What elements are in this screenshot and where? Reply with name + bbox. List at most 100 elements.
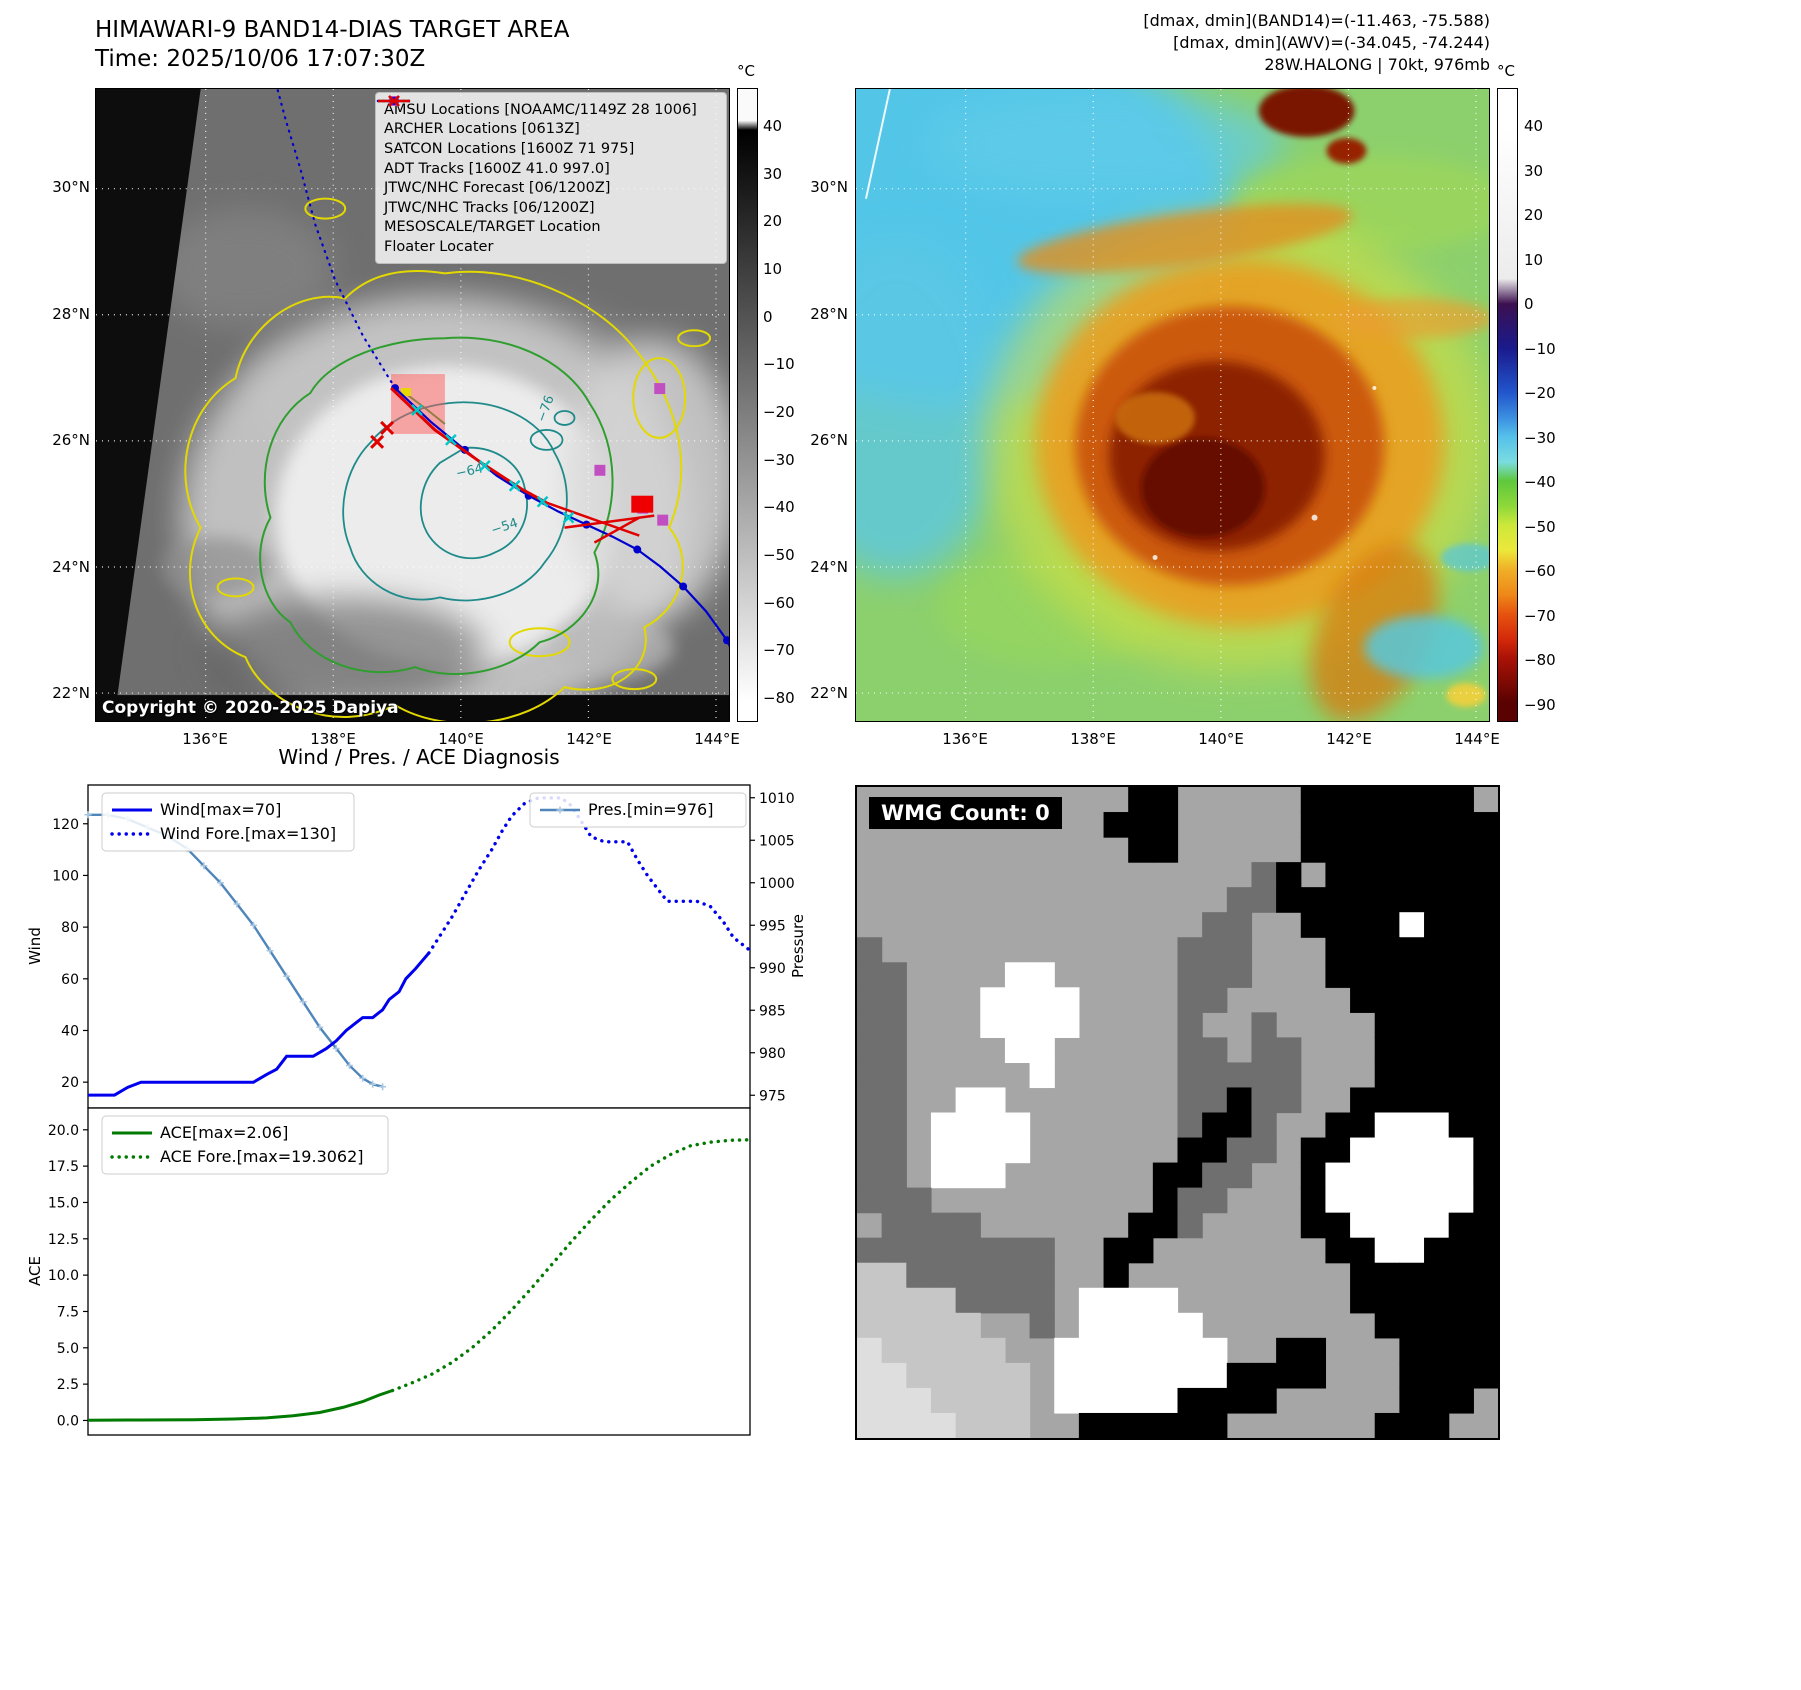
lat-tick-label: 26°N bbox=[810, 431, 848, 449]
ace-tick-label: 17.5 bbox=[48, 1159, 79, 1175]
band14-colorbar-tick: −80 bbox=[763, 689, 795, 708]
band14-colorbar-unit: °C bbox=[737, 62, 755, 80]
band14-colorbar-tick: −60 bbox=[763, 593, 795, 612]
band14-title: HIMAWARI-9 BAND14-DIAS TARGET AREA bbox=[95, 17, 570, 43]
graticule bbox=[856, 89, 1489, 721]
satcon-x-markers bbox=[411, 404, 575, 524]
legend-item: Floater Locater bbox=[378, 99, 718, 257]
lon-tick-label: 140°E bbox=[1198, 730, 1244, 748]
contour-label-64: −64 bbox=[455, 461, 485, 481]
awv-colorbar-tick: −80 bbox=[1524, 651, 1556, 670]
yellow-contours bbox=[184, 197, 712, 721]
band14-colorbar-tick: −50 bbox=[763, 546, 795, 565]
chart-legend-label: Wind[max=70] bbox=[160, 800, 281, 819]
wind-tick-label: 80 bbox=[61, 920, 79, 936]
awv-colorbar-tick: −60 bbox=[1524, 562, 1556, 581]
legend-item-label: Floater Locater bbox=[384, 238, 494, 255]
band14-colorbar bbox=[737, 88, 758, 722]
map-legend: AMSU Locations [NOAAMC/1149Z 28 1006] ARC… bbox=[375, 92, 727, 264]
ace-axis-label: ACE bbox=[26, 1256, 44, 1286]
pressure-axis-label: Pressure bbox=[789, 914, 807, 978]
lat-tick-label: 30°N bbox=[52, 178, 90, 196]
band14-colorbar-tick: −70 bbox=[763, 641, 795, 660]
lat-tick-label: 24°N bbox=[810, 557, 848, 576]
legend-item-label: MESOSCALE/TARGET Location bbox=[384, 219, 601, 236]
lat-tick-label: 24°N bbox=[52, 557, 90, 576]
legend-item-label: ARCHER Locations [0613Z] bbox=[384, 121, 580, 138]
awv-header-line2: [dmax, dmin](AWV)=(-34.045, -74.244) bbox=[1173, 33, 1490, 52]
cloud-specks bbox=[1152, 386, 1377, 561]
lon-tick-label: 136°E bbox=[182, 730, 228, 748]
ace-observed-series bbox=[87, 1389, 393, 1422]
awv-colorbar-tick: −90 bbox=[1524, 696, 1556, 715]
lat-tick-label: 28°N bbox=[810, 304, 848, 323]
band14-colorbar-tick: 20 bbox=[763, 212, 783, 231]
band14-title-block: HIMAWARI-9 BAND14-DIAS TARGET AREA Time:… bbox=[95, 16, 569, 74]
lon-tick-label: 142°E bbox=[566, 730, 612, 748]
awv-header-line3: 28W.HALONG | 70kt, 976mb bbox=[1264, 55, 1490, 74]
wind-axis-label: Wind bbox=[26, 927, 44, 965]
ace-tick-label: 12.5 bbox=[48, 1232, 79, 1248]
lon-tick-label: 138°E bbox=[310, 730, 356, 748]
lat-tick-label: 22°N bbox=[810, 684, 848, 702]
band14-colorbar-tick: −20 bbox=[763, 403, 795, 422]
pressure-tick-label: 980 bbox=[759, 1046, 786, 1062]
awv-colorbar-tick: 40 bbox=[1524, 117, 1544, 135]
ace-tick-label: 5.0 bbox=[57, 1341, 79, 1357]
graticule bbox=[96, 89, 729, 721]
diagnosis-title: Wind / Pres. / ACE Diagnosis bbox=[278, 745, 559, 769]
band14-colorbar-tick: 0 bbox=[763, 307, 773, 326]
target-red-square bbox=[631, 495, 654, 513]
wind-forecast-series bbox=[427, 796, 752, 955]
lat-tick-label: 22°N bbox=[52, 684, 90, 702]
awv-colorbar-tick: 0 bbox=[1524, 295, 1534, 314]
awv-colorbar-tick: 10 bbox=[1524, 250, 1544, 269]
ace-tick-label: 2.5 bbox=[57, 1377, 79, 1393]
pressure-legend: Pres.[min=976] bbox=[529, 792, 747, 828]
lon-tick-label: 144°E bbox=[694, 730, 740, 748]
awv-colorbar-tick: 30 bbox=[1524, 161, 1544, 180]
awv-colorbar-tick: 20 bbox=[1524, 206, 1544, 225]
ace-tick-label: 7.5 bbox=[57, 1304, 79, 1320]
legend-item-label: JTWC/NHC Forecast [06/1200Z] bbox=[384, 180, 611, 197]
awv-colorbar-unit: °C bbox=[1497, 62, 1515, 80]
ace-tick-label: 10.0 bbox=[48, 1268, 79, 1284]
ace-tick-label: 15.0 bbox=[48, 1195, 79, 1211]
awv-satellite-map bbox=[855, 88, 1490, 722]
lon-tick-label: 142°E bbox=[1326, 730, 1372, 748]
pressure-tick-label: 1005 bbox=[759, 833, 795, 849]
awv-header-line1: [dmax, dmin](BAND14)=(-11.463, -75.588) bbox=[1143, 11, 1490, 30]
ace-tick-label: 20.0 bbox=[48, 1123, 79, 1139]
chart-legend-label: Pres.[min=976] bbox=[588, 800, 713, 819]
pressure-tick-label: 975 bbox=[759, 1088, 786, 1104]
pressure-tick-label: 990 bbox=[759, 961, 786, 977]
chart-legend-label: ACE Fore.[max=19.3062] bbox=[160, 1147, 364, 1166]
awv-colorbar-tick: −70 bbox=[1524, 606, 1556, 625]
ace-forecast-series bbox=[390, 1138, 752, 1393]
awv-colorbar-tick: −50 bbox=[1524, 517, 1556, 536]
pressure-tick-label: 985 bbox=[759, 1003, 786, 1019]
awv-colorbar-tick: −10 bbox=[1524, 339, 1556, 358]
scan-boundary-line bbox=[864, 89, 891, 199]
target-area-box bbox=[391, 374, 445, 434]
diagnosis-charts: Wind / Pres. / ACE Diagnosis 20 40 60 80 100 1… bbox=[26, 745, 807, 1436]
pressure-tick-label: 995 bbox=[759, 918, 786, 934]
awv-satellite-image bbox=[856, 89, 1489, 721]
awv-colorbar-tick: −20 bbox=[1524, 384, 1556, 403]
lon-tick-label: 138°E bbox=[1070, 730, 1116, 748]
legend-item-label: AMSU Locations [NOAAMC/1149Z 28 1006] bbox=[384, 101, 697, 118]
pressure-tick-label: 1000 bbox=[759, 876, 795, 892]
wmg-count-label: WMG Count: 0 bbox=[869, 797, 1062, 829]
teal-contours bbox=[342, 401, 576, 602]
wind-tick-label: 60 bbox=[61, 972, 79, 988]
awv-colorbar-tick: −40 bbox=[1524, 473, 1556, 492]
lat-tick-label: 28°N bbox=[52, 304, 90, 323]
wmg-grid-image bbox=[857, 787, 1498, 1438]
awv-header: [dmax, dmin](BAND14)=(-11.463, -75.588) … bbox=[1000, 10, 1490, 76]
band14-colorbar-tick: 30 bbox=[763, 164, 783, 183]
band14-satellite-map: −76 −64 −54 bbox=[95, 88, 730, 722]
lon-tick-label: 140°E bbox=[438, 730, 484, 748]
band14-colorbar-tick: −10 bbox=[763, 355, 795, 374]
ace-tick-label: 0.0 bbox=[57, 1413, 79, 1429]
pressure-tick-label: 1010 bbox=[759, 791, 795, 807]
